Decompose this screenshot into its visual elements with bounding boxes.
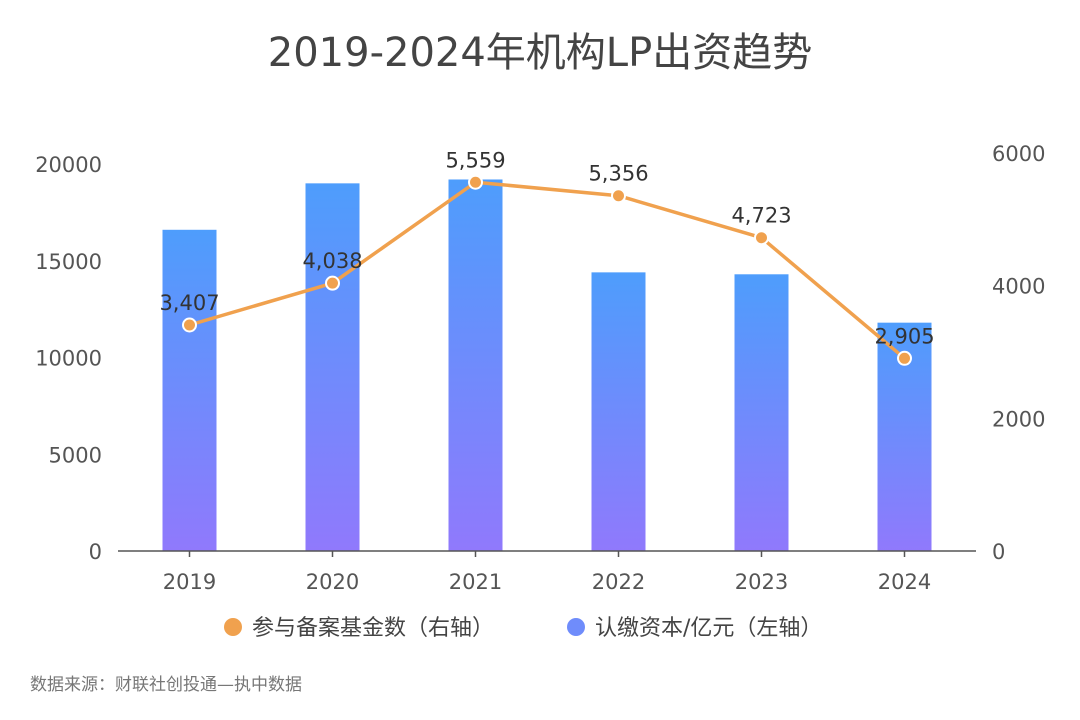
legend-item-line[interactable]: 参与备案基金数（右轴） — [224, 616, 494, 641]
line-point — [468, 174, 483, 190]
bar — [448, 179, 503, 552]
line-path — [189, 180, 906, 360]
x-tick-label: 2023 — [735, 570, 788, 594]
bar — [162, 229, 217, 552]
right-axis-ticks: 0 2000 4000 6000 — [992, 142, 1045, 564]
chart-title: 2019-2024年机构LP出资趋势 — [268, 30, 812, 76]
bar — [591, 272, 646, 551]
legend-bar-label: 认缴资本/亿元（左轴） — [595, 616, 822, 641]
left-tick-label: 15000 — [35, 250, 102, 274]
data-label: 5,559 — [445, 148, 505, 172]
x-tick-label: 2019 — [163, 570, 216, 594]
right-tick-label: 6000 — [992, 142, 1045, 166]
left-tick-label: 20000 — [35, 153, 102, 177]
line-point — [897, 350, 912, 366]
source-note: 数据来源：财联社创投通—执中数据 — [30, 675, 302, 695]
data-label: 5,356 — [588, 162, 648, 186]
bar-series — [162, 179, 932, 552]
right-tick-label: 2000 — [992, 407, 1045, 431]
legend-line-marker — [224, 618, 242, 636]
line-point — [754, 230, 769, 246]
x-axis-ticks: 2019 2020 2021 2022 2023 2024 — [163, 551, 931, 594]
right-tick-label: 0 — [992, 540, 1005, 564]
left-tick-label: 5000 — [49, 443, 102, 467]
left-tick-label: 10000 — [35, 347, 102, 371]
line-series: 3,407 4,038 5,559 5,356 4,723 2,905 — [159, 148, 935, 366]
x-tick-label: 2021 — [449, 570, 502, 594]
data-label: 4,723 — [731, 204, 791, 228]
x-tick-label: 2022 — [592, 570, 645, 594]
line-point — [611, 188, 626, 204]
data-label: 2,905 — [874, 324, 934, 348]
legend-item-bar[interactable]: 认缴资本/亿元（左轴） — [567, 616, 822, 641]
data-label: 4,038 — [302, 249, 362, 273]
left-axis-ticks: 0 5000 10000 15000 20000 — [35, 153, 102, 564]
legend-bar-marker — [567, 618, 585, 636]
line-point — [182, 317, 197, 333]
x-tick-label: 2020 — [306, 570, 359, 594]
bar — [734, 274, 789, 551]
data-label: 3,407 — [159, 291, 219, 315]
legend-line-label: 参与备案基金数（右轴） — [252, 616, 494, 641]
legend: 参与备案基金数（右轴） 认缴资本/亿元（左轴） — [224, 616, 822, 641]
left-tick-label: 0 — [89, 540, 102, 564]
line-point — [325, 275, 340, 291]
bar — [305, 183, 360, 551]
right-tick-label: 4000 — [992, 275, 1045, 299]
x-tick-label: 2024 — [878, 570, 931, 594]
